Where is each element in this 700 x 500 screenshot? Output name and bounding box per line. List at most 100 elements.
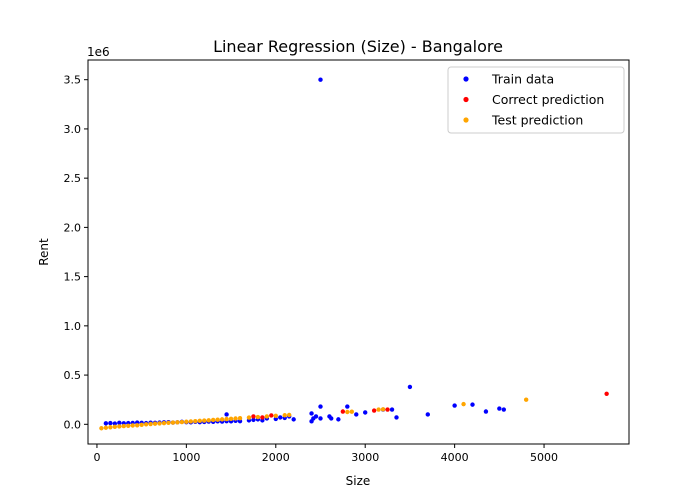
point-series-0-1 bbox=[108, 420, 113, 426]
point-series-0-57 bbox=[407, 384, 413, 390]
x-tick-label-3: 3000 bbox=[351, 451, 379, 464]
point-series-2-2 bbox=[108, 425, 113, 430]
ticks-layer: 0 1000 2000 3000 4000 5000 0.0 0.5 1.0 1.5 2.0 2.5 3… bbox=[64, 74, 559, 464]
point-series-0-60 bbox=[470, 402, 475, 407]
point-series-2-43 bbox=[523, 397, 529, 402]
point-series-2-41 bbox=[380, 407, 386, 412]
point-series-2-11 bbox=[148, 421, 153, 427]
point-series-2-23 bbox=[202, 418, 207, 423]
point-series-2-18 bbox=[179, 419, 185, 425]
legend: Train data Correct prediction Test predict… bbox=[447, 66, 625, 134]
point-series-2-0 bbox=[99, 426, 104, 431]
point-series-2-40 bbox=[376, 407, 381, 412]
points-layer bbox=[99, 77, 609, 431]
point-series-2-27 bbox=[219, 417, 225, 422]
point-series-2-19 bbox=[184, 419, 189, 424]
point-series-0-59 bbox=[452, 403, 457, 408]
y-axis-label: Rent bbox=[37, 238, 51, 266]
y-tick-label-5: 2.5 bbox=[64, 172, 82, 185]
point-series-0-53 bbox=[363, 410, 368, 415]
point-series-0-51 bbox=[345, 404, 350, 409]
axes-frame bbox=[87, 59, 630, 445]
y-tick-label-0: 0.0 bbox=[64, 418, 82, 431]
point-series-2-31 bbox=[237, 416, 243, 421]
point-series-2-36 bbox=[282, 413, 287, 418]
point-series-2-35 bbox=[273, 413, 278, 419]
legend-marker-1 bbox=[463, 96, 469, 103]
point-series-2-21 bbox=[193, 418, 198, 424]
point-series-1-6 bbox=[604, 391, 609, 396]
point-series-2-34 bbox=[264, 414, 270, 419]
point-series-2-17 bbox=[175, 420, 180, 425]
x-tick-label-4: 4000 bbox=[441, 451, 469, 464]
point-series-2-5 bbox=[121, 423, 126, 429]
point-series-2-24 bbox=[206, 418, 211, 423]
legend-label-1: Correct prediction bbox=[492, 92, 604, 107]
point-series-2-3 bbox=[112, 424, 118, 429]
point-series-2-29 bbox=[228, 416, 234, 421]
point-series-2-42 bbox=[461, 401, 466, 407]
x-tick-label-5: 5000 bbox=[530, 451, 558, 464]
point-series-0-3 bbox=[117, 420, 122, 426]
point-series-2-22 bbox=[197, 418, 202, 424]
legend-marker-0 bbox=[463, 76, 469, 82]
point-series-0-0 bbox=[103, 421, 109, 426]
point-series-2-8 bbox=[134, 423, 140, 428]
point-series-0-55 bbox=[389, 407, 395, 412]
point-series-1-3 bbox=[340, 409, 346, 414]
point-series-0-2 bbox=[112, 421, 118, 426]
point-series-0-41 bbox=[291, 417, 296, 422]
point-series-2-25 bbox=[210, 417, 216, 423]
point-series-0-61 bbox=[483, 409, 489, 414]
point-series-2-33 bbox=[255, 414, 261, 420]
point-series-0-38 bbox=[278, 415, 283, 420]
point-series-2-30 bbox=[233, 416, 238, 421]
point-series-2-7 bbox=[130, 423, 135, 428]
point-series-1-5 bbox=[385, 407, 390, 412]
point-series-0-50 bbox=[336, 417, 341, 422]
y-tick-label-7: 3.5 bbox=[64, 74, 82, 87]
y-tick-label-3: 1.5 bbox=[64, 271, 82, 284]
point-series-0-46 bbox=[318, 404, 323, 409]
x-tick-label-0: 0 bbox=[93, 451, 100, 464]
point-series-2-14 bbox=[161, 420, 167, 426]
point-series-0-33 bbox=[251, 417, 256, 423]
point-series-0-31 bbox=[224, 412, 229, 417]
legend-marker-2 bbox=[463, 117, 469, 123]
y-tick-label-6: 3.0 bbox=[64, 123, 82, 136]
point-series-2-26 bbox=[215, 417, 220, 422]
y-tick-label-1: 0.5 bbox=[64, 369, 82, 382]
legend-label-2: Test prediction bbox=[491, 113, 583, 128]
point-series-2-13 bbox=[157, 421, 162, 426]
point-series-2-32 bbox=[246, 415, 252, 420]
point-series-2-1 bbox=[103, 425, 109, 430]
point-series-2-20 bbox=[188, 419, 194, 424]
point-series-0-43 bbox=[309, 411, 314, 416]
legend-label-0: Train data bbox=[491, 72, 554, 87]
x-tick-label-2: 2000 bbox=[262, 451, 290, 464]
point-series-2-38 bbox=[345, 409, 350, 415]
point-series-2-10 bbox=[143, 422, 149, 427]
point-series-1-4 bbox=[371, 408, 377, 413]
point-series-0-37 bbox=[273, 416, 278, 422]
point-series-2-39 bbox=[349, 409, 354, 414]
point-series-0-49 bbox=[329, 416, 334, 421]
x-axis-label: Size bbox=[346, 474, 371, 488]
point-series-2-6 bbox=[126, 423, 131, 428]
x-tick-label-1: 1000 bbox=[172, 451, 200, 464]
point-series-0-47 bbox=[318, 416, 323, 421]
point-series-2-37 bbox=[287, 412, 292, 418]
point-series-2-12 bbox=[152, 421, 158, 426]
point-series-0-45 bbox=[313, 414, 319, 419]
y-tick-label-4: 2.0 bbox=[64, 221, 82, 234]
point-series-1-1 bbox=[260, 415, 265, 420]
legend-box bbox=[447, 66, 625, 134]
chart-title: Linear Regression (Size) - Bangalore bbox=[213, 37, 503, 56]
point-series-1-2 bbox=[269, 413, 274, 418]
point-series-0-52 bbox=[354, 412, 359, 417]
point-series-0-64 bbox=[318, 77, 323, 82]
point-series-0-63 bbox=[501, 407, 507, 412]
point-series-2-28 bbox=[224, 416, 229, 422]
y-tick-label-2: 1.0 bbox=[64, 320, 82, 333]
